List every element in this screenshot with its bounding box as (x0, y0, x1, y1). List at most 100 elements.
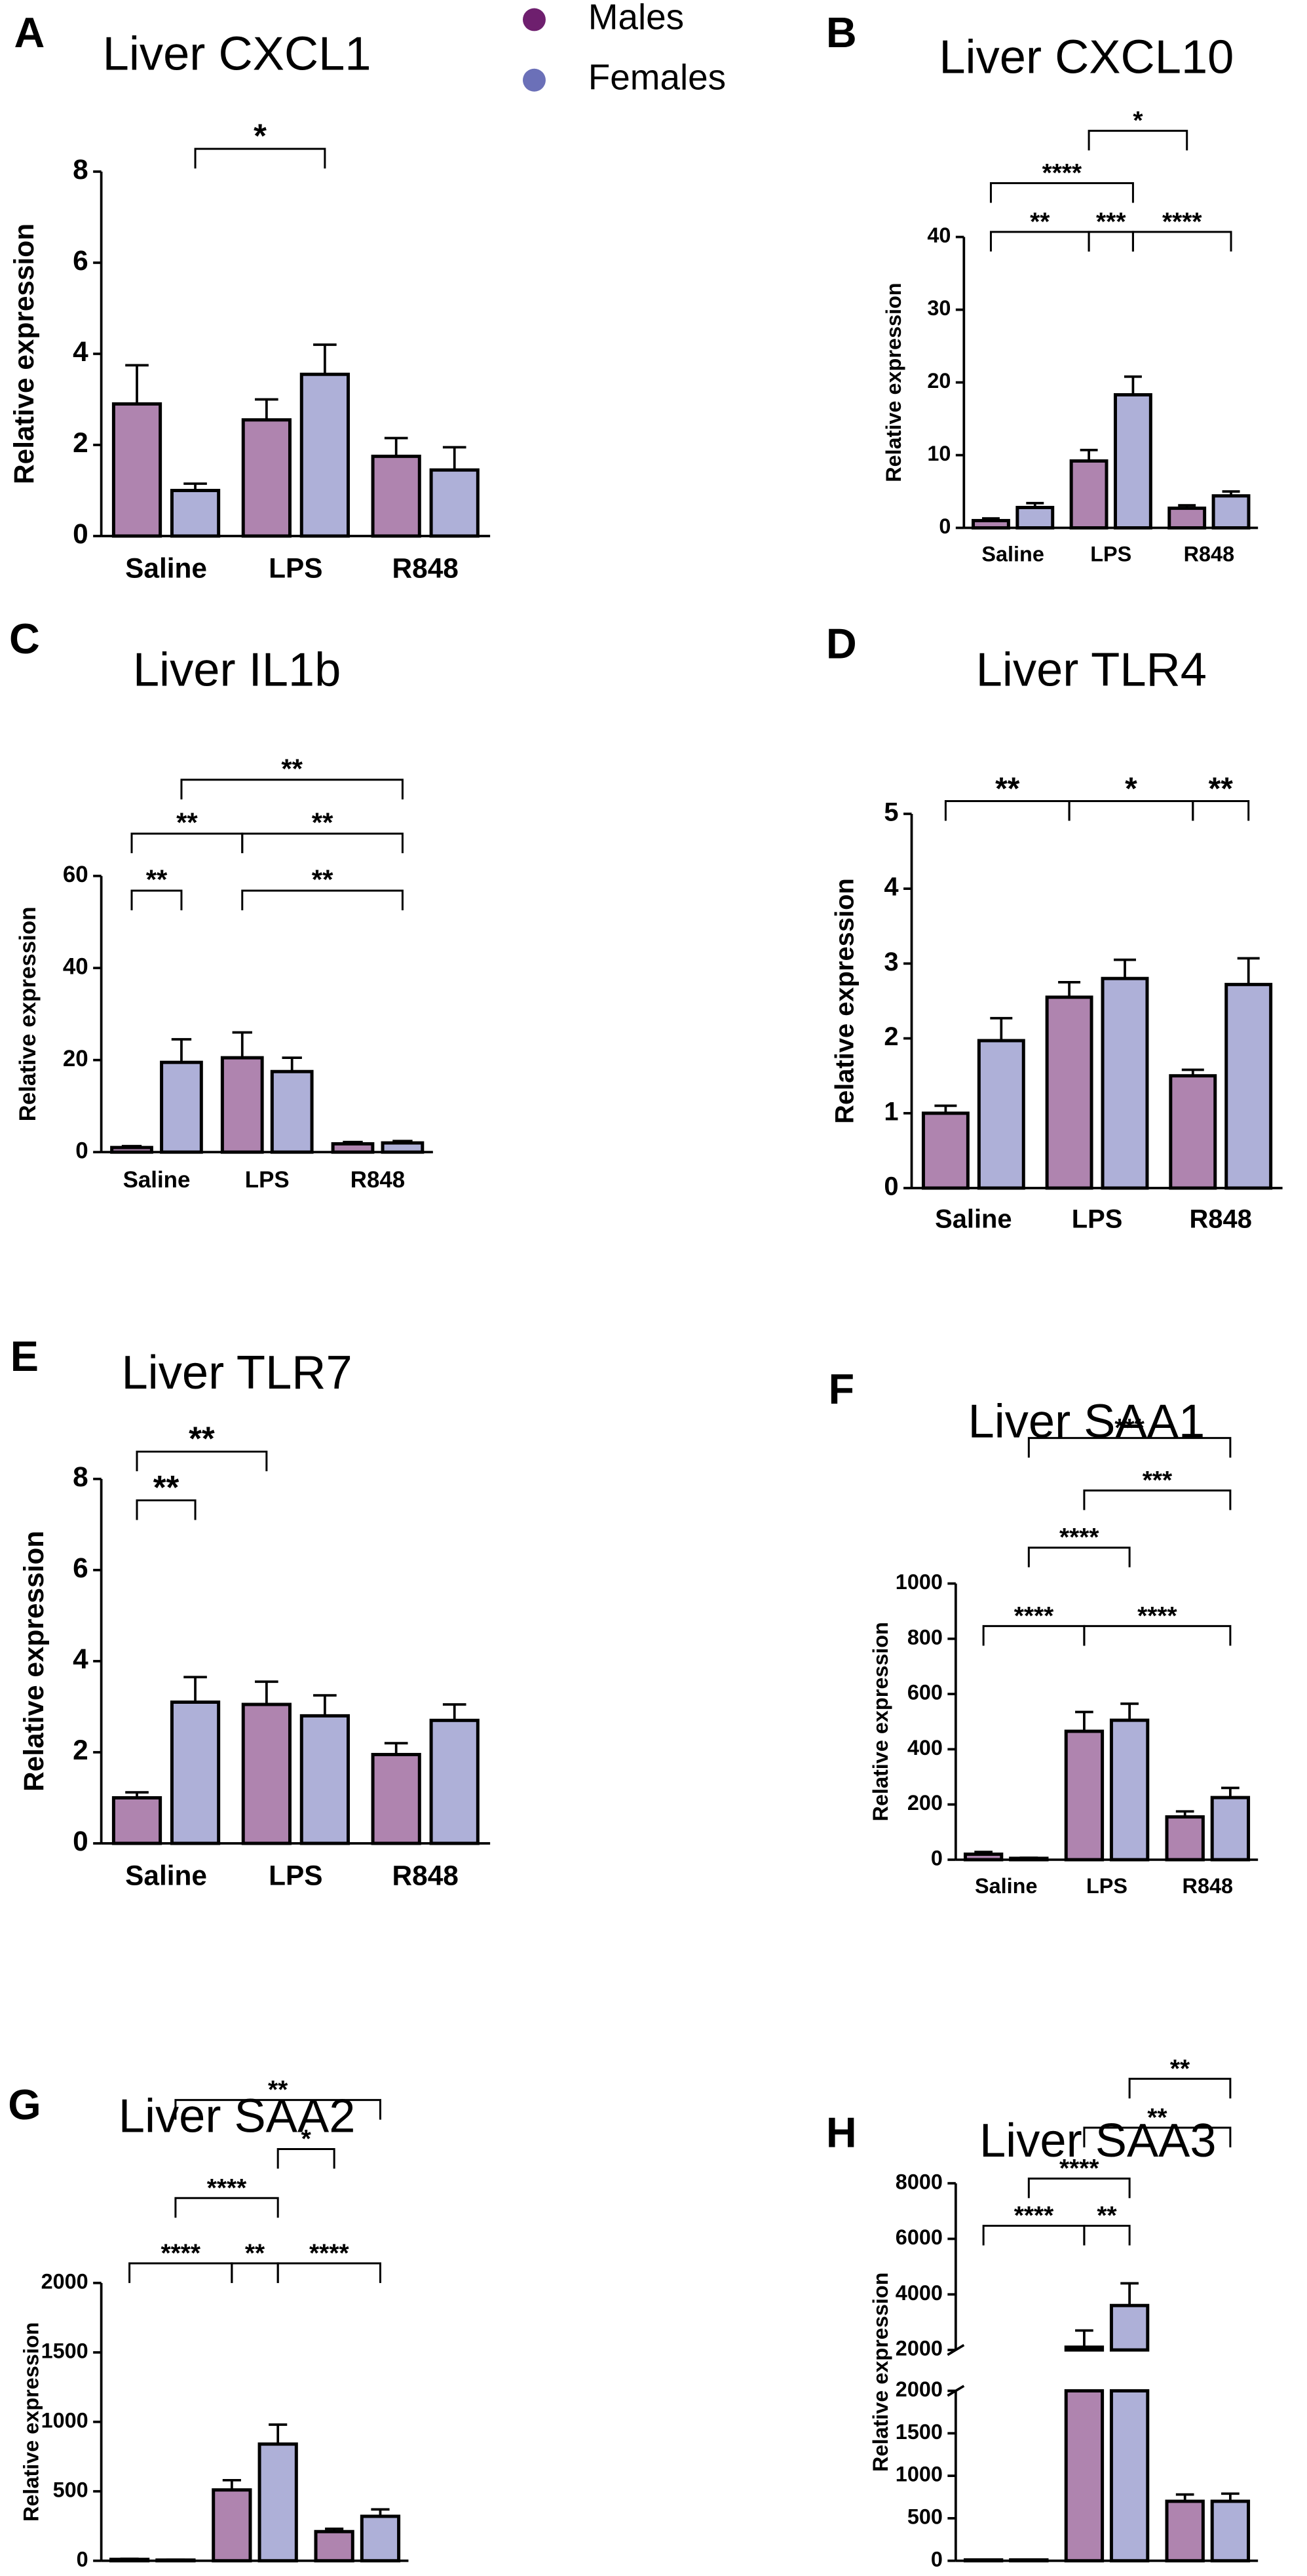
y-tick-label: 6000 (896, 2225, 943, 2249)
significance-label: ** (995, 772, 1020, 807)
x-tick-label: Saline (975, 1874, 1037, 1898)
significance-label: * (301, 2125, 312, 2153)
x-tick-label: R848 (332, 2575, 383, 2576)
bar (299, 372, 350, 538)
bar (220, 1056, 264, 1154)
significance-bracket (136, 1450, 268, 1472)
panel-letter: F (828, 1365, 854, 1413)
bar (1101, 976, 1149, 1190)
y-tick-label: 1000 (896, 2463, 943, 2486)
bar (1113, 393, 1152, 530)
y-tick-label: 2000 (896, 2337, 943, 2360)
y-tick-label: 0 (73, 518, 88, 549)
significance-label: *** (1114, 1414, 1145, 1442)
y-tick-label: 2000 (896, 2377, 943, 2401)
y-tick-label: 8000 (896, 2170, 943, 2193)
significance-bracket (1128, 2077, 1232, 2099)
chart-title: Liver CXCL10 (939, 31, 1234, 83)
y-tick-label: 8 (73, 1461, 88, 1492)
panel-letter: G (8, 2081, 41, 2128)
y-tick-label: 0 (939, 514, 951, 538)
significance-label: *** (1143, 1467, 1173, 1495)
bar (1069, 459, 1108, 530)
x-tick-label: LPS (235, 2575, 276, 2576)
y-tick-label: 2000 (41, 2269, 88, 2293)
y-tick-label: 600 (907, 1681, 943, 1704)
bar (371, 454, 421, 538)
significance-label: * (1125, 772, 1137, 807)
panel-letter: H (826, 2109, 857, 2157)
legend-marker (523, 68, 546, 92)
bar (963, 1853, 1004, 1862)
y-axis-label: Relative expression (830, 878, 859, 1124)
bar (977, 1039, 1025, 1190)
significance-bracket (1027, 1436, 1232, 1458)
significance-label: * (1133, 107, 1143, 135)
bar (331, 1142, 375, 1154)
significance-bracket (180, 779, 404, 799)
significance-label: **** (207, 2174, 247, 2202)
bar (921, 1111, 970, 1190)
y-axis-label: Relative expression (869, 1622, 892, 1821)
bar (1045, 995, 1093, 1190)
y-tick-label: 2 (73, 427, 88, 458)
legend-label: Males (588, 0, 684, 37)
y-tick-label: 0 (75, 1138, 88, 1163)
panel-letter: C (9, 615, 40, 663)
significance-bracket (130, 889, 183, 911)
x-tick-label: R848 (1184, 542, 1234, 566)
y-axis-label: Relative expression (19, 2322, 43, 2522)
y-tick-label: 1000 (896, 1570, 943, 1594)
x-tick-label: LPS (269, 553, 322, 584)
y-axis-label: Relative expression (18, 1531, 49, 1792)
y-tick-label: 0 (77, 2547, 88, 2571)
y-tick-label: 1 (884, 1097, 898, 1126)
y-axis-label: Relative expression (9, 223, 39, 484)
significance-label: ** (1147, 2104, 1167, 2132)
x-tick-label: Saline (935, 1204, 1012, 1233)
significance-label: *** (1096, 208, 1126, 236)
significance-label: **** (1014, 2202, 1054, 2230)
x-tick-label: LPS (1072, 1204, 1123, 1233)
y-axis-label: Relative expression (882, 282, 905, 482)
panel-letter: B (826, 9, 857, 56)
bar (160, 1060, 203, 1154)
significance-bracket (194, 147, 326, 169)
significance-label: **** (1059, 1524, 1099, 1552)
significance-label: ** (1170, 2055, 1190, 2083)
significance-bracket (1131, 231, 1232, 252)
bar (1224, 982, 1273, 1190)
significance-label: **** (1162, 208, 1202, 236)
y-tick-label: 8 (73, 154, 88, 185)
significance-bracket (1083, 1489, 1232, 1510)
y-tick-label: 0 (884, 1172, 898, 1201)
significance-label: ** (268, 2076, 288, 2104)
panel-letter: D (826, 620, 857, 668)
significance-label: **** (1042, 159, 1082, 187)
significance-bracket (1192, 800, 1250, 821)
significance-bracket (1027, 2177, 1131, 2199)
y-tick-label: 1500 (896, 2420, 943, 2444)
legend-marker (523, 8, 546, 31)
bar (1064, 1729, 1105, 1862)
significance-label: * (254, 117, 267, 155)
x-tick-label: R848 (1183, 1874, 1233, 1898)
significance-label: ** (1097, 2202, 1117, 2230)
y-tick-label: 0 (931, 1847, 943, 1870)
bar (371, 1752, 421, 1845)
significance-bracket (1088, 130, 1188, 151)
y-tick-label: 2 (73, 1735, 88, 1765)
panel-letter: E (10, 1332, 39, 1380)
y-tick-label: 4 (73, 1644, 88, 1674)
bar (1109, 2303, 1150, 2352)
significance-label: ** (312, 864, 333, 895)
y-axis-label: Relative expression (869, 2273, 892, 2472)
y-tick-label: 400 (907, 1736, 943, 1759)
significance-label: **** (309, 2239, 349, 2267)
significance-bracket (1027, 1547, 1131, 1567)
significance-label: ** (312, 807, 333, 838)
y-tick-label: 0 (931, 2547, 943, 2571)
significance-bracket (1083, 1624, 1232, 1646)
bar (1167, 507, 1207, 530)
